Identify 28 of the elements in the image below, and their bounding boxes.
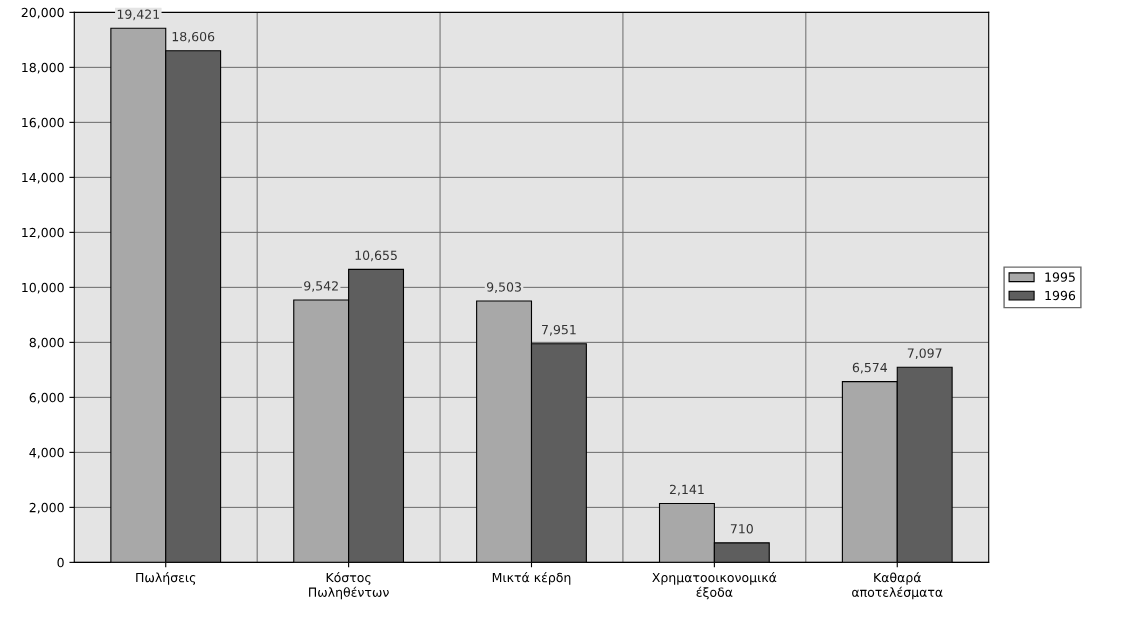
data-label: 2,141 [669, 484, 704, 496]
legend-label: 1995 [1045, 272, 1075, 282]
y-tick-label: 10,000 [22, 282, 64, 294]
y-tick-label: 0 [57, 557, 64, 568]
legend-label: 1996 [1045, 290, 1076, 301]
data-label: 7,097 [907, 348, 942, 360]
data-label: 18,606 [172, 31, 215, 43]
x-tick-label: Χρηματοοικονομικά έξοδα [652, 572, 777, 600]
x-tick-label: Καθαρά αποτελέσματα [852, 572, 943, 600]
y-tick-label: 8,000 [29, 337, 64, 349]
x-tick-label: Μικτά κέρδη [492, 572, 571, 585]
data-label: 9,542 [304, 281, 338, 292]
data-label: 7,951 [542, 324, 576, 336]
y-tick-label: 16,000 [22, 117, 64, 129]
data-label: 6,574 [852, 362, 888, 374]
y-tick-label: 14,000 [22, 172, 64, 184]
data-label: 19,421 [117, 9, 160, 21]
y-tick-label: 20,000 [21, 7, 64, 19]
x-tick-label: Πωλήσεις [136, 572, 196, 585]
y-tick-label: 4,000 [29, 447, 64, 459]
y-tick-label: 12,000 [22, 227, 64, 239]
data-label: 9,503 [486, 282, 521, 293]
y-tick-label: 2,000 [29, 502, 64, 514]
x-tick-label: Κόστος Πωληθέντων [309, 572, 389, 600]
y-tick-label: 18,000 [22, 62, 64, 74]
y-tick-label: 6,000 [29, 392, 64, 404]
data-label: 710 [730, 524, 753, 534]
data-label: 10,655 [355, 250, 397, 262]
